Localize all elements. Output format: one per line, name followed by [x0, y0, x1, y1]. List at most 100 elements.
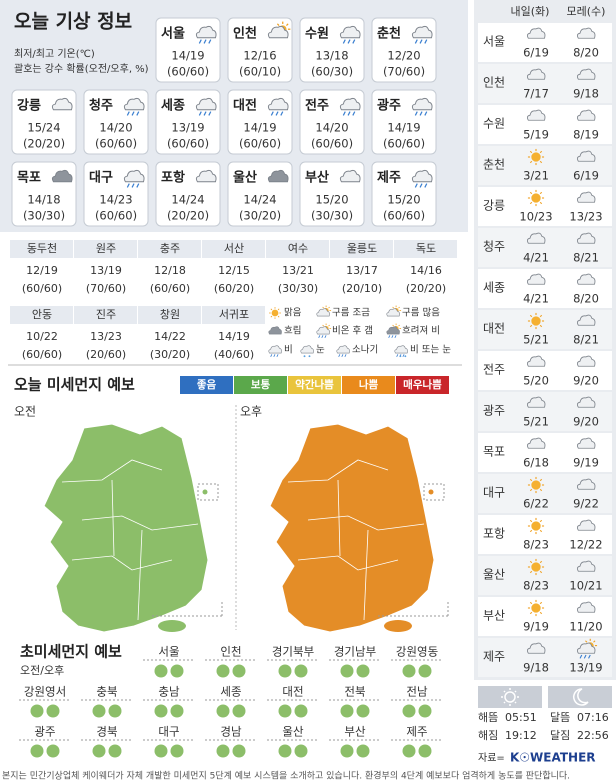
rain-drop — [342, 111, 346, 116]
rain-drop — [318, 335, 321, 339]
rain-drop — [352, 39, 356, 44]
level-dot — [154, 704, 168, 718]
rain-drop — [136, 183, 140, 188]
station-header — [138, 240, 201, 258]
city-pop: (60/30) — [311, 65, 353, 79]
sun-ray — [539, 150, 543, 154]
outlook-temp: 8/19 — [573, 128, 599, 142]
level-dot — [278, 664, 292, 678]
weather-icon — [527, 599, 545, 617]
outlook-city: 춘천 — [483, 157, 505, 172]
sun-ray — [529, 570, 533, 574]
outlook-temp: 4/21 — [523, 292, 549, 306]
city-temp: 14/24 — [243, 193, 276, 207]
rain-drop — [198, 39, 202, 44]
sun-ray — [539, 570, 543, 574]
station-temp: 14/19 — [218, 330, 250, 343]
level-dot — [108, 704, 122, 718]
city-temp: 15/20 — [387, 193, 420, 207]
legend-label: 맑음 — [284, 307, 302, 319]
weather-icon — [576, 191, 596, 203]
weather-icon — [51, 97, 73, 111]
source-logo: K☉WEATHER — [510, 751, 596, 765]
weather-icon — [316, 323, 332, 339]
weather-icon — [123, 169, 145, 188]
weather-icon — [576, 232, 596, 244]
weather-icon — [576, 355, 596, 367]
weather-icon — [267, 97, 289, 116]
outlook-city: 제주 — [483, 650, 505, 664]
level-dot — [232, 664, 246, 678]
cloud — [576, 437, 596, 449]
level-dot — [92, 744, 106, 758]
sun-ray — [392, 306, 394, 309]
jeju — [158, 620, 186, 632]
city-name: 포항 — [161, 170, 185, 186]
level-dot — [170, 704, 184, 718]
city-pop: (70/60) — [383, 65, 425, 79]
station-header — [266, 240, 329, 258]
ulleungdo — [428, 489, 434, 495]
weather-icon — [576, 273, 596, 285]
outlook-city: 포항 — [483, 527, 505, 541]
station-header — [74, 306, 137, 324]
city-pop: (60/60) — [167, 65, 209, 79]
sun-ray — [529, 611, 533, 615]
outlook-temp: 6/19 — [523, 46, 549, 60]
weather-icon — [526, 437, 546, 449]
weather-icon — [526, 396, 546, 408]
outlook-temp: 9/18 — [573, 87, 599, 101]
sun — [531, 316, 541, 326]
region-name: 전남 — [406, 685, 428, 699]
sun-ray — [539, 201, 543, 205]
cloud — [576, 191, 596, 203]
level-dot — [418, 704, 432, 718]
cloud — [576, 642, 596, 654]
legend-label: 눈 — [316, 345, 325, 356]
city-name: 부산 — [305, 170, 329, 186]
rain-drop — [347, 111, 351, 116]
station-pop: (60/60) — [150, 282, 190, 295]
level-swatch — [234, 376, 287, 394]
rain-drop — [424, 111, 428, 116]
weather-icon — [339, 97, 361, 116]
weather-icon — [123, 97, 145, 116]
city-temp: 14/19 — [387, 121, 420, 135]
level-dot — [92, 704, 106, 718]
level-dot — [232, 704, 246, 718]
city-pop: (60/60) — [95, 209, 137, 223]
cloud — [51, 169, 73, 183]
sun — [531, 562, 541, 572]
cloud — [576, 355, 596, 367]
cloud — [526, 232, 546, 244]
station-name: 원주 — [96, 242, 116, 255]
city-pop: (60/60) — [95, 137, 137, 151]
station-pop: (30/20) — [150, 348, 190, 361]
level-dot — [340, 664, 354, 678]
outlook-temp: 9/19 — [523, 620, 549, 634]
sun-ray — [529, 601, 533, 605]
outlook-city: 인천 — [483, 75, 505, 90]
rain-drop — [270, 111, 274, 116]
region-name: 전북 — [344, 685, 365, 699]
station-name: 창원 — [160, 308, 180, 321]
level-dot — [278, 704, 292, 718]
land — [269, 423, 435, 633]
outlook-city: 부산 — [483, 609, 505, 623]
sun-ray — [270, 315, 273, 318]
level-dot — [340, 744, 354, 758]
city-name: 강릉 — [17, 98, 41, 114]
weather-icon — [267, 169, 289, 183]
moonrise: 07:16 — [577, 711, 609, 724]
cloud — [316, 326, 330, 335]
city-temp: 14/20 — [99, 121, 132, 135]
rain-drop — [344, 354, 347, 358]
weather-icon — [576, 396, 596, 408]
weather-icon — [411, 169, 433, 188]
station-pop: (20/60) — [86, 348, 126, 361]
weather-icon — [267, 21, 291, 39]
sun-ray — [398, 324, 400, 327]
city-temp: 15/24 — [27, 121, 60, 135]
level-swatch — [288, 376, 341, 394]
fine-dust-subtitle: 오전/오후 — [20, 664, 64, 677]
